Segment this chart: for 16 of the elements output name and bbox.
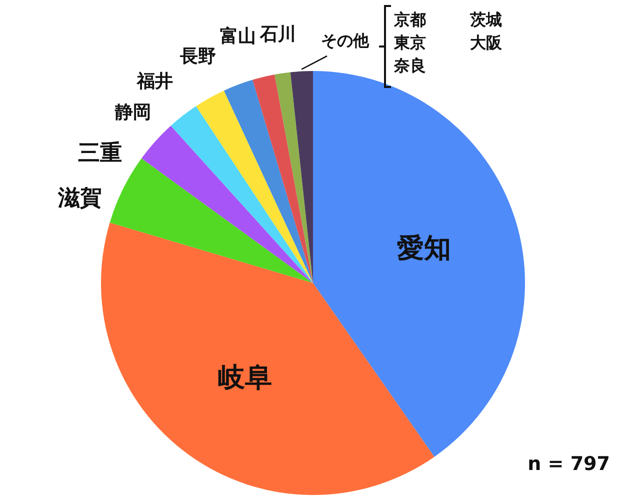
text: 奈良 (393, 56, 426, 75)
slice-label: 滋賀 (57, 186, 102, 211)
slice-label: 愛知 (397, 233, 452, 264)
slice-label: 静岡 (114, 102, 151, 123)
text: 茨城 (469, 10, 502, 29)
slice-label: 福井 (136, 71, 173, 92)
text: 東京 (393, 33, 426, 52)
slice-label: その他 (321, 31, 370, 50)
text: 京都 (393, 10, 426, 29)
slice-label: 石川 (259, 24, 296, 45)
slice-label: 岐阜 (218, 362, 272, 394)
text: n = 797 (528, 453, 610, 475)
slice-label: 三重 (78, 141, 122, 166)
slice-label: 富山 (220, 26, 256, 47)
text: 大阪 (470, 33, 503, 52)
slice-label: 長野 (179, 46, 216, 67)
